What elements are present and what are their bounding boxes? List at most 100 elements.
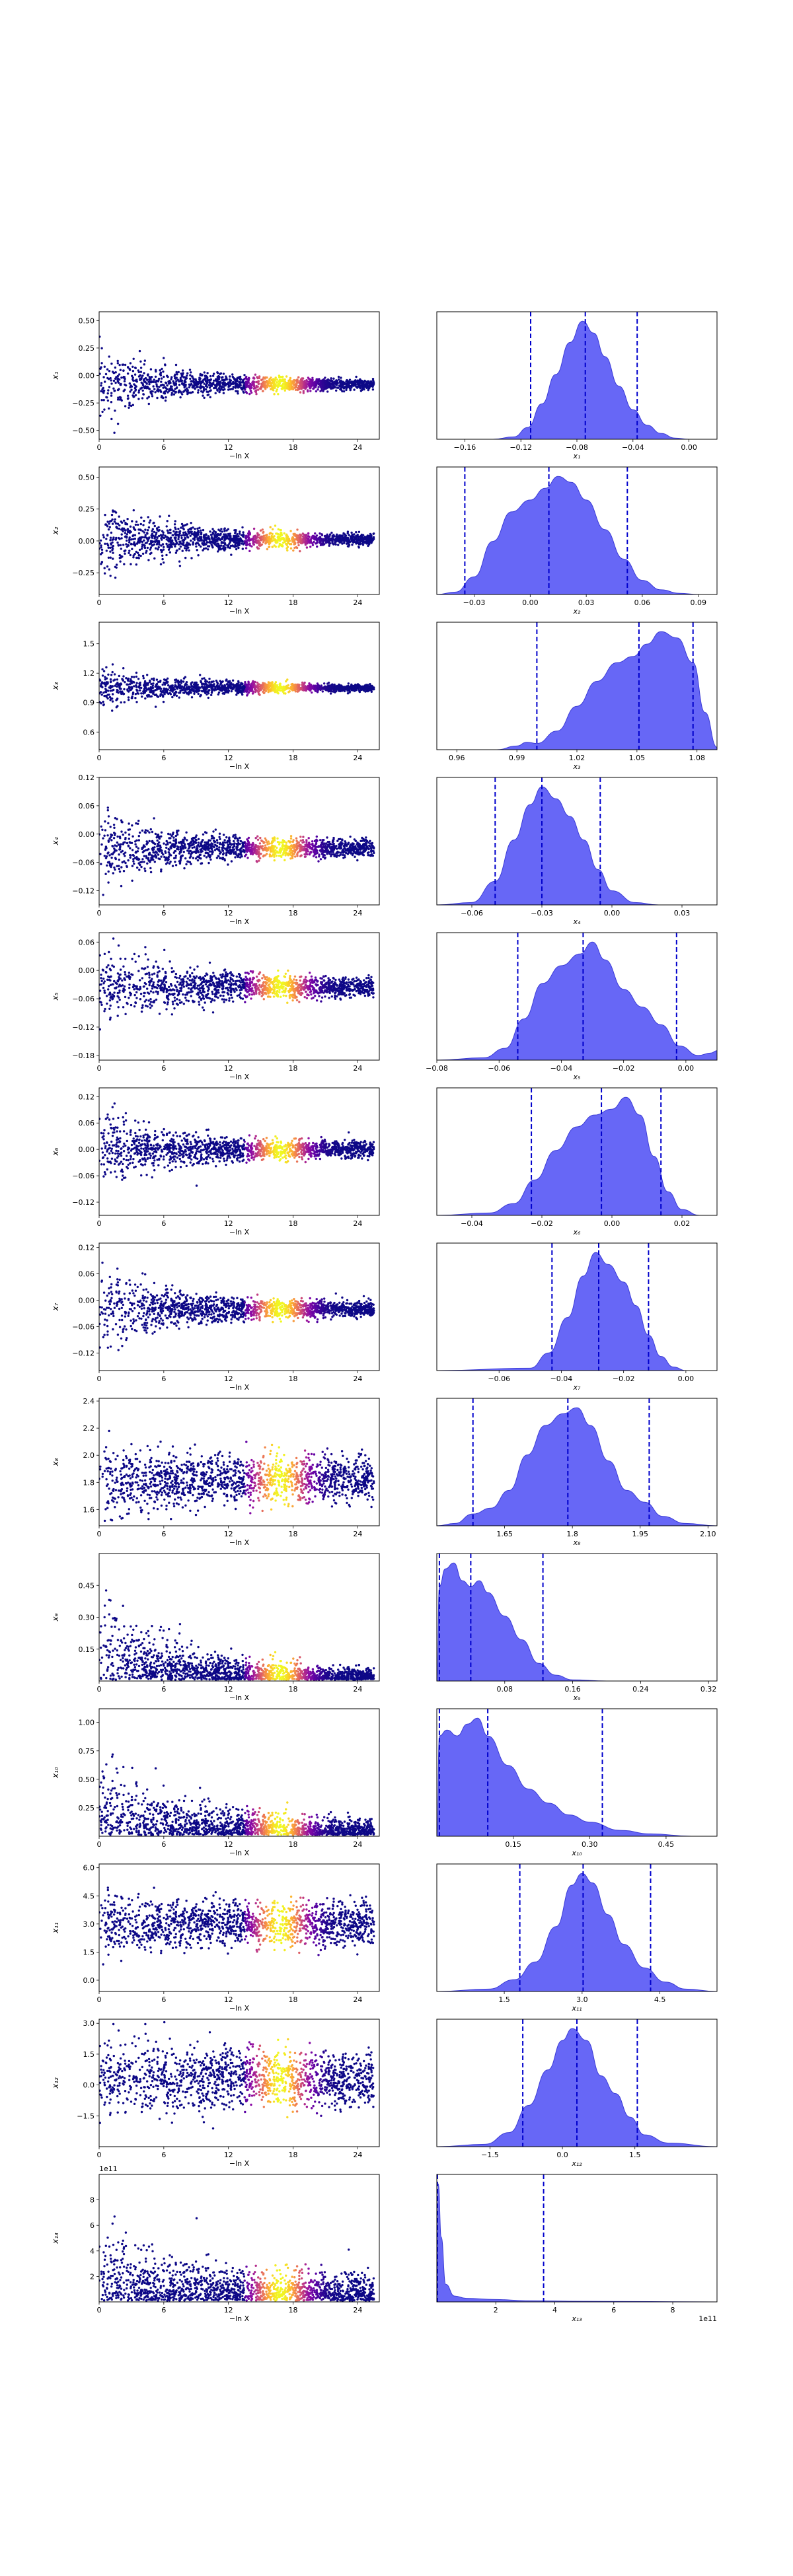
sample-point — [369, 686, 372, 689]
sample-point — [233, 686, 236, 689]
sample-point — [274, 524, 277, 527]
sample-point — [106, 809, 109, 812]
sample-point — [190, 530, 193, 533]
sample-point — [123, 380, 126, 382]
sample-point — [136, 552, 139, 554]
sample-point — [211, 687, 213, 690]
sample-point — [222, 388, 225, 392]
sample-point — [348, 378, 352, 381]
sample-point — [225, 683, 229, 686]
sample-point — [193, 692, 196, 696]
sample-point — [211, 375, 215, 377]
sample-point — [194, 685, 197, 688]
sample-point — [136, 690, 139, 692]
sample-point — [138, 349, 141, 353]
sample-point — [160, 870, 163, 873]
sample-point — [183, 380, 186, 383]
sample-point — [219, 687, 223, 690]
sample-point — [135, 542, 139, 545]
sample-point — [169, 692, 171, 695]
sample-point — [126, 372, 130, 375]
sample-point — [355, 531, 358, 534]
sample-point — [224, 548, 227, 550]
sample-point — [123, 550, 126, 553]
sample-point — [296, 688, 299, 691]
sample-point — [100, 544, 102, 547]
sample-point — [225, 691, 227, 694]
sample-point — [282, 383, 284, 386]
sample-point — [315, 835, 318, 838]
sample-point — [245, 386, 248, 388]
sample-point — [145, 550, 148, 552]
sample-point — [116, 398, 120, 401]
sample-point — [127, 530, 130, 533]
sample-point — [234, 689, 237, 692]
sample-point — [287, 691, 290, 694]
sample-point — [102, 670, 106, 672]
sample-point — [201, 385, 204, 388]
sample-point — [219, 385, 221, 388]
sample-point — [161, 554, 164, 557]
sample-point — [243, 686, 245, 689]
sample-point — [276, 378, 278, 381]
sample-point — [258, 544, 260, 547]
sample-point — [345, 851, 348, 855]
sample-point — [253, 377, 256, 380]
sample-point — [185, 549, 188, 552]
sample-point — [225, 678, 228, 681]
sample-point — [200, 531, 203, 534]
sample-point — [111, 700, 114, 703]
sample-point — [162, 696, 165, 698]
sample-point — [223, 685, 225, 688]
sample-point — [215, 539, 217, 542]
sample-point — [262, 692, 266, 695]
sample-point — [103, 567, 106, 569]
sample-point — [326, 836, 328, 839]
sample-point — [120, 688, 122, 690]
sample-point — [182, 542, 185, 544]
sample-point — [173, 523, 176, 526]
sample-point — [268, 378, 271, 381]
sample-point — [309, 390, 312, 392]
sample-point — [227, 386, 230, 388]
sample-point — [330, 688, 333, 691]
sample-point — [126, 539, 128, 542]
sample-point — [148, 382, 151, 386]
sample-point — [157, 680, 160, 684]
sample-point — [114, 410, 116, 412]
sample-point — [174, 383, 177, 386]
marginal-2-xtick-label: 0.06 — [634, 598, 651, 607]
sample-point — [204, 388, 208, 391]
sample-point — [295, 382, 297, 385]
sample-point — [132, 554, 135, 557]
sample-point — [165, 538, 168, 541]
sample-point — [119, 690, 122, 693]
trace-3-ytick-label: 0.6 — [83, 728, 95, 736]
sample-point — [215, 688, 217, 691]
sample-point — [243, 377, 246, 380]
sample-point — [178, 565, 182, 567]
sample-point — [122, 375, 125, 378]
sample-point — [108, 568, 110, 571]
sample-point — [251, 684, 254, 686]
sample-point — [124, 529, 127, 532]
sample-point — [212, 381, 215, 384]
sample-point — [103, 694, 106, 698]
sample-point — [167, 536, 170, 540]
sample-point — [358, 690, 361, 693]
sample-point — [279, 534, 282, 538]
sample-point — [213, 849, 217, 851]
sample-point — [242, 534, 245, 538]
sample-point — [260, 535, 262, 538]
sample-point — [135, 822, 137, 825]
sample-point — [210, 680, 213, 684]
sample-point — [333, 380, 336, 383]
sample-point — [294, 690, 297, 693]
sample-point — [283, 389, 286, 392]
sample-point — [220, 681, 223, 684]
sample-point — [139, 863, 141, 867]
sample-point — [161, 367, 163, 371]
sample-point — [103, 365, 106, 368]
sample-point — [305, 546, 309, 549]
